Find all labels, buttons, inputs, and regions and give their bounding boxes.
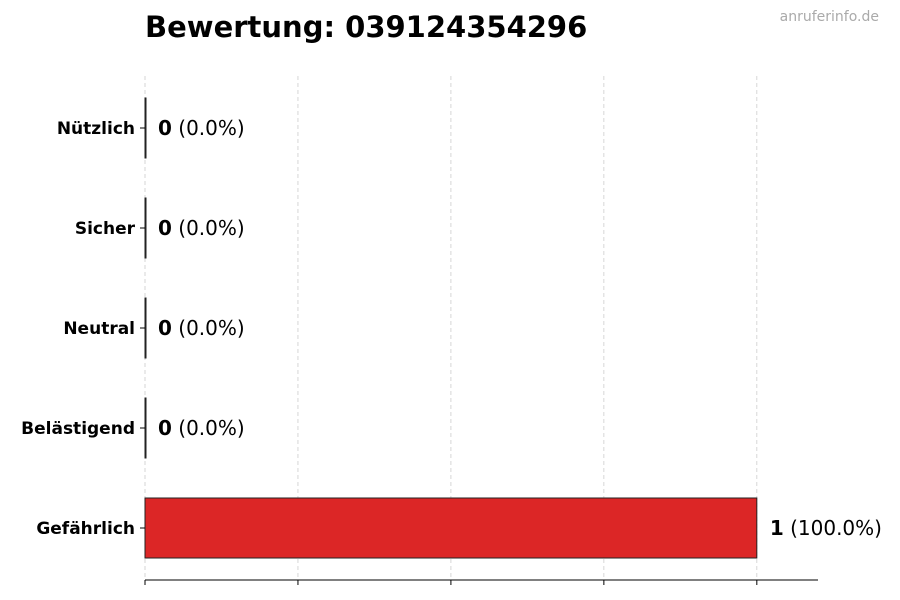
value-count: 0: [158, 316, 172, 340]
value-percent: (0.0%): [172, 116, 245, 140]
category-label: Sicher: [75, 219, 136, 239]
value-count: 0: [158, 116, 172, 140]
bar: [144, 97, 147, 159]
category-label: Nützlich: [57, 119, 135, 139]
value-label: 1 (100.0%): [770, 516, 882, 540]
value-percent: (100.0%): [784, 516, 882, 540]
watermark: anruferinfo.de: [779, 9, 879, 25]
value-label: 0 (0.0%): [158, 216, 245, 240]
category-label: Gefährlich: [36, 519, 135, 539]
chart-title: Bewertung: 039124354296: [145, 10, 588, 44]
value-label: 0 (0.0%): [158, 316, 245, 340]
category-label: Belästigend: [21, 419, 135, 439]
value-percent: (0.0%): [172, 416, 245, 440]
bar: [144, 197, 147, 259]
bar: [144, 297, 147, 359]
value-label: 0 (0.0%): [158, 416, 245, 440]
category-label: Neutral: [63, 319, 135, 339]
bar: [144, 397, 147, 459]
value-percent: (0.0%): [172, 216, 245, 240]
value-percent: (0.0%): [172, 316, 245, 340]
value-count: 0: [158, 416, 172, 440]
value-label: 0 (0.0%): [158, 116, 245, 140]
value-count: 0: [158, 216, 172, 240]
value-count: 1: [770, 516, 784, 540]
bar: [144, 497, 758, 559]
